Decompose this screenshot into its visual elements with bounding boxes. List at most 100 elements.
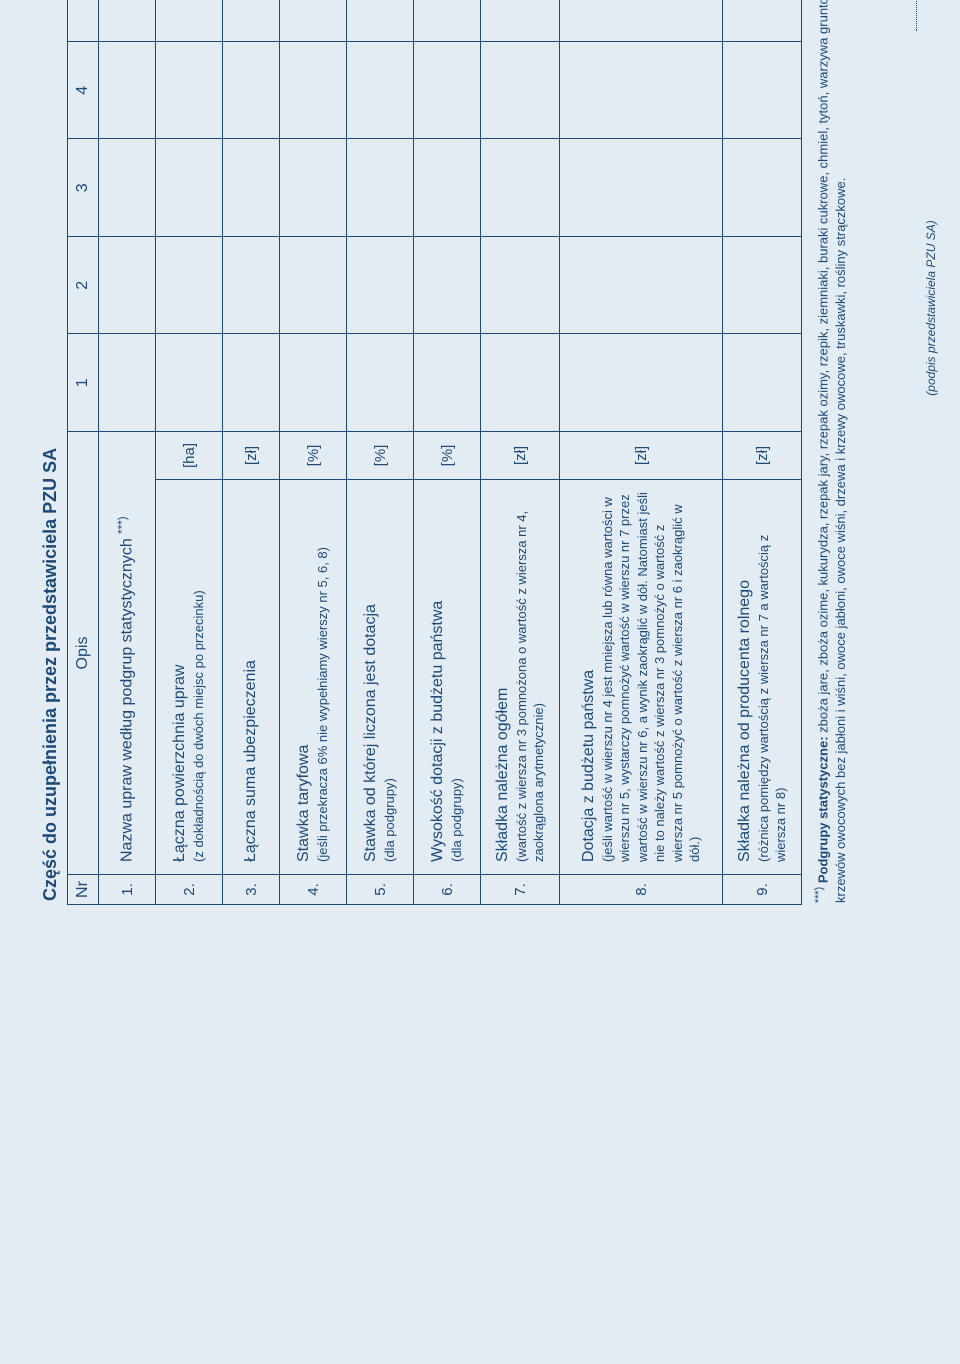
data-cell[interactable] [223,334,280,432]
row-unit: [%] [414,432,481,480]
data-cell[interactable] [723,334,802,432]
row-nr: 2. [156,875,223,905]
row-unit: [zł] [560,432,723,480]
row-main: Stawka od której liczona jest dotacja [362,604,379,862]
row-opis: Nazwa upraw według podgrup statystycznyc… [99,432,156,875]
col-head: 2 [68,237,99,335]
data-cell[interactable] [99,42,156,140]
table-row: 5. Stawka od której liczona jest dotacja… [347,0,414,905]
footnote-mark: ***) [813,887,825,903]
row-main: Nazwa upraw według podgrup statystycznyc… [119,534,136,862]
row-nr: 7. [481,875,560,905]
row-unit: [ha] [156,432,223,480]
data-cell[interactable] [280,0,347,42]
row-main: Stawka taryfowa [295,745,312,862]
data-cell[interactable] [414,139,481,237]
header-opis: Opis [68,432,99,875]
row-sub: (jeśli przekracza 6% nie wypełniamy wier… [315,547,330,862]
data-cell[interactable] [723,139,802,237]
row-main: Łączna suma ubezpieczenia [242,660,259,862]
row-nr: 5. [347,875,414,905]
data-cell[interactable] [723,237,802,335]
row-sub: (z dokładnością do dwóch miejsc po przec… [191,590,206,862]
row-opis: Łączna powierzchnia upraw (z dokładności… [156,480,223,875]
row-opis: Składka należna ogółem (wartość z wiersz… [481,480,560,875]
data-cell[interactable] [156,139,223,237]
row-nr: 1. [99,875,156,905]
data-cell[interactable] [560,334,723,432]
data-cell[interactable] [414,237,481,335]
row-sub: (różnica pomiędzy wartością z wiersza nr… [756,535,789,862]
data-cell[interactable] [560,0,723,42]
data-cell[interactable] [347,42,414,140]
data-cell[interactable] [414,334,481,432]
signature-line[interactable] [916,0,917,31]
data-cell[interactable] [481,42,560,140]
row-opis: Dotacja z budżetu państwa (jeśli wartość… [560,480,723,875]
form-table: Nr Opis 1 2 3 4 5 6 7 8 1. Nazwa upraw w… [67,0,802,905]
data-cell[interactable] [347,237,414,335]
row-main: Dotacja z budżetu państwa [580,670,597,862]
table-row: 3. Łączna suma ubezpieczenia [zł] [223,0,280,905]
data-cell[interactable] [223,237,280,335]
data-cell[interactable] [223,0,280,42]
data-cell[interactable] [280,334,347,432]
data-cell[interactable] [99,0,156,42]
page-landscape: Część do uzupełnienia przez przedstawici… [0,0,960,960]
table-row: 7. Składka należna ogółem (wartość z wie… [481,0,560,905]
data-cell[interactable] [99,139,156,237]
data-cell[interactable] [481,334,560,432]
data-cell[interactable] [723,0,802,42]
section-title: Część do uzupełnienia przez przedstawici… [40,0,61,901]
data-cell[interactable] [560,237,723,335]
data-cell[interactable] [347,334,414,432]
row-unit: [%] [280,432,347,480]
data-cell[interactable] [156,0,223,42]
data-cell[interactable] [414,42,481,140]
data-cell[interactable] [481,139,560,237]
row-nr: 6. [414,875,481,905]
row-main: Łączna powierzchnia upraw [171,665,188,862]
data-cell[interactable] [347,0,414,42]
row-main: Składka należna ogółem [494,688,511,862]
data-cell[interactable] [280,139,347,237]
data-cell[interactable] [723,42,802,140]
table-row: 4. Stawka taryfowa (jeśli przekracza 6% … [280,0,347,905]
row-unit: [zł] [223,432,280,480]
row-nr: 4. [280,875,347,905]
row-main: Składka należna od producenta rolnego [736,580,753,862]
row-unit: [zł] [723,432,802,480]
data-cell[interactable] [560,42,723,140]
col-head: 4 [68,42,99,140]
data-cell[interactable] [560,139,723,237]
data-cell[interactable] [156,42,223,140]
table-row: 6. Wysokość dotacji z budżetu państwa (d… [414,0,481,905]
row-opis: Łączna suma ubezpieczenia [223,480,280,875]
data-cell[interactable] [414,0,481,42]
row-opis: Wysokość dotacji z budżetu państwa (dla … [414,480,481,875]
row-opis: Stawka od której liczona jest dotacja (d… [347,480,414,875]
header-nr: Nr [68,875,99,905]
data-cell[interactable] [156,237,223,335]
row-unit: [%] [347,432,414,480]
data-cell[interactable] [347,139,414,237]
data-cell[interactable] [223,139,280,237]
row-unit: [zł] [481,432,560,480]
data-cell[interactable] [223,42,280,140]
data-cell[interactable] [99,237,156,335]
col-head: 1 [68,334,99,432]
data-cell[interactable] [280,237,347,335]
col-head: 3 [68,139,99,237]
data-cell[interactable] [156,334,223,432]
table-row: 2. Łączna powierzchnia upraw (z dokładno… [156,0,223,905]
data-cell[interactable] [280,42,347,140]
signature-area: (podpis przedstawiciela PZU SA) [904,0,938,905]
row-nr: 3. [223,875,280,905]
table-row: 8. Dotacja z budżetu państwa (jeśli wart… [560,0,723,905]
row-sub: (dla podgrupy) [449,778,464,862]
data-cell[interactable] [99,334,156,432]
data-cell[interactable] [481,237,560,335]
header-row: Nr Opis 1 2 3 4 5 6 7 8 [68,0,99,905]
row-opis: Stawka taryfowa (jeśli przekracza 6% nie… [280,480,347,875]
data-cell[interactable] [481,0,560,42]
